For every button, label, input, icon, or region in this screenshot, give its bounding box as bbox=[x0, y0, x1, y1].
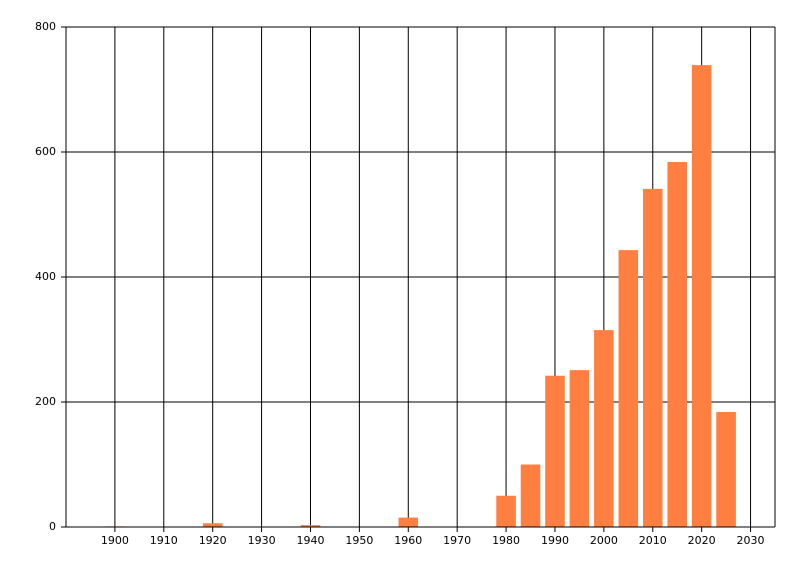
y-tick-label: 200 bbox=[35, 395, 56, 408]
x-tick-label: 1960 bbox=[394, 534, 422, 547]
bar bbox=[300, 525, 321, 527]
bar bbox=[594, 330, 614, 527]
x-tick-label: 2030 bbox=[737, 534, 765, 547]
bar bbox=[202, 523, 223, 527]
x-tick-label: 2020 bbox=[688, 534, 716, 547]
x-tick-label: 1920 bbox=[199, 534, 227, 547]
bar bbox=[545, 375, 565, 527]
x-tick-label: 2000 bbox=[590, 534, 618, 547]
x-tick-label: 1900 bbox=[101, 534, 129, 547]
y-tick-label: 400 bbox=[35, 270, 56, 283]
x-tick-label: 1970 bbox=[443, 534, 471, 547]
bar bbox=[667, 162, 687, 527]
bar bbox=[569, 370, 590, 527]
bar bbox=[520, 464, 541, 527]
y-tick-label: 600 bbox=[35, 145, 56, 158]
x-tick-label: 1950 bbox=[345, 534, 373, 547]
x-tick-label: 1910 bbox=[150, 534, 178, 547]
y-tick-label: 800 bbox=[35, 20, 56, 33]
bar bbox=[398, 517, 419, 527]
bar bbox=[642, 188, 663, 527]
bar bbox=[496, 495, 516, 527]
bar bbox=[691, 65, 712, 527]
x-tick-label: 1930 bbox=[248, 534, 276, 547]
y-tick-label: 0 bbox=[49, 520, 56, 533]
x-tick-label: 1980 bbox=[492, 534, 520, 547]
x-tick-label: 2010 bbox=[639, 534, 667, 547]
x-tick-label: 1990 bbox=[541, 534, 569, 547]
x-tick-label: 1940 bbox=[296, 534, 324, 547]
bar bbox=[618, 250, 639, 527]
bar bbox=[716, 412, 736, 527]
